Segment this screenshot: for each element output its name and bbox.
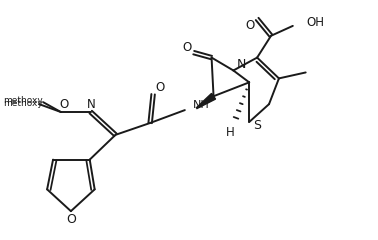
- Text: N: N: [237, 58, 246, 71]
- Text: S: S: [253, 120, 261, 132]
- Text: OH: OH: [307, 16, 325, 30]
- Text: O: O: [182, 41, 191, 54]
- Text: N: N: [87, 98, 96, 111]
- Text: O: O: [246, 19, 255, 32]
- Text: O: O: [59, 98, 68, 111]
- Text: methoxy: methoxy: [3, 96, 43, 105]
- Text: NH: NH: [193, 100, 209, 110]
- Polygon shape: [197, 93, 215, 108]
- Text: H: H: [226, 126, 235, 139]
- Text: methoxy: methoxy: [3, 99, 43, 108]
- Text: O: O: [155, 81, 165, 94]
- Text: O: O: [66, 213, 76, 226]
